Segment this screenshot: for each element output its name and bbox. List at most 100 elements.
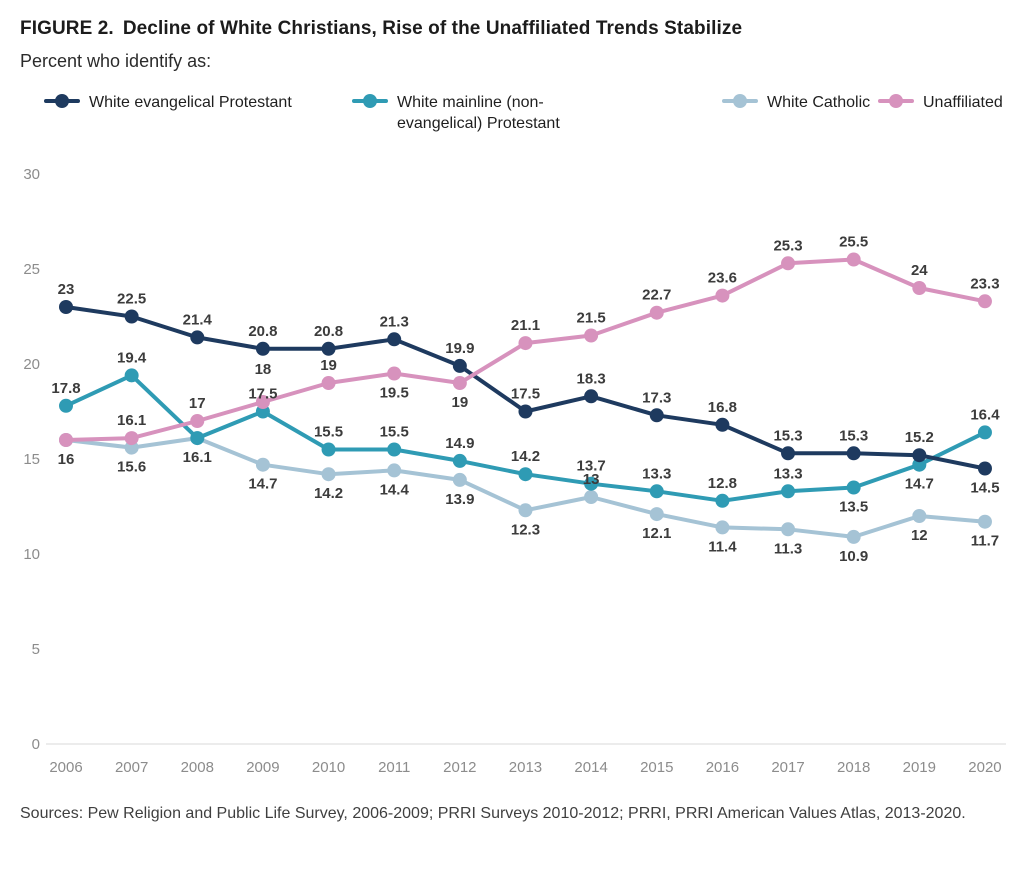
data-label: 18.3 — [577, 370, 606, 387]
data-label: 14.7 — [905, 476, 934, 493]
data-point — [321, 467, 336, 482]
x-axis-tick-label: 2009 — [246, 759, 279, 776]
legend-item-unaffiliated: Unaffiliated — [878, 92, 1003, 113]
data-label: 14.9 — [445, 435, 474, 452]
data-point — [452, 376, 467, 390]
data-point — [977, 425, 992, 440]
data-point — [584, 389, 599, 404]
data-label: 17.3 — [642, 389, 671, 406]
x-axis-tick-label: 2011 — [378, 759, 410, 776]
data-point — [518, 404, 533, 419]
data-point — [321, 341, 336, 356]
data-label: 17.5 — [248, 386, 277, 403]
data-point — [912, 509, 927, 523]
data-point — [452, 453, 467, 468]
y-axis-tick-label: 25 — [23, 261, 40, 278]
data-point — [387, 442, 402, 457]
data-label: 14.4 — [380, 481, 410, 498]
data-label: 15.3 — [839, 427, 868, 444]
y-axis-tick-label: 30 — [23, 166, 40, 183]
legend-item-white-catholic: White Catholic — [722, 92, 870, 113]
data-label: 12 — [911, 527, 928, 544]
data-label: 14.7 — [248, 476, 277, 493]
data-label: 16.1 — [183, 449, 212, 466]
source-note: Sources: Pew Religion and Public Life Su… — [20, 805, 966, 822]
data-label: 13.9 — [445, 491, 474, 508]
figure-title-text: Decline of White Christians, Rise of the… — [122, 18, 743, 39]
data-label: 17 — [189, 395, 206, 412]
data-point — [124, 309, 139, 324]
data-point — [59, 398, 73, 413]
legend-line-dot-marker — [352, 94, 388, 108]
figure-title: FIGURE 2. Decline of White Christians, Ri… — [20, 18, 1012, 40]
data-label: 13 — [583, 471, 600, 488]
data-point — [124, 368, 139, 383]
data-point — [912, 448, 927, 463]
data-point — [190, 414, 205, 428]
data-label: 24 — [911, 262, 928, 279]
x-axis-tick-label: 2013 — [509, 759, 542, 776]
legend-label: White evangelical Protestant — [89, 94, 292, 111]
data-point — [649, 408, 664, 423]
data-point — [518, 336, 533, 351]
data-point — [846, 252, 861, 267]
data-label: 15.2 — [905, 429, 934, 446]
y-axis-tick-label: 5 — [32, 641, 40, 658]
data-point — [387, 463, 402, 478]
data-point — [452, 358, 467, 373]
data-point — [124, 431, 139, 446]
data-point — [584, 476, 599, 491]
data-label: 11.4 — [708, 538, 737, 555]
data-label: 16.1 — [117, 412, 146, 429]
legend-item-white-evangelical-protestant: White evangelical Protestant — [44, 92, 292, 113]
data-label: 16.4 — [970, 406, 1000, 423]
data-point — [977, 461, 992, 476]
data-label: 14.2 — [511, 448, 540, 465]
legend-line-dot-marker — [44, 94, 80, 108]
data-label: 22.7 — [642, 287, 671, 304]
data-point — [518, 503, 533, 518]
data-point — [387, 332, 402, 347]
data-label: 15.6 — [117, 459, 146, 476]
chart-legend: White evangelical Protestant White mainli… — [0, 92, 1032, 144]
data-label: 13.3 — [773, 465, 802, 482]
y-axis-tick-label: 15 — [23, 451, 40, 468]
data-point — [781, 256, 796, 271]
legend-line-dot-marker — [878, 94, 914, 108]
data-point — [649, 507, 664, 522]
data-point — [321, 442, 336, 457]
data-point — [715, 288, 730, 303]
data-label: 19.4 — [117, 349, 147, 366]
x-axis-tick-label: 2014 — [574, 759, 607, 776]
data-label: 23 — [58, 281, 75, 298]
data-point — [846, 529, 861, 544]
data-label: 21.5 — [577, 310, 606, 327]
data-point — [255, 395, 270, 409]
data-label: 17.8 — [51, 380, 80, 397]
x-axis-tick-label: 2016 — [706, 759, 739, 776]
data-label: 20.8 — [248, 323, 277, 340]
data-label: 25.5 — [839, 234, 868, 251]
data-point — [715, 417, 730, 432]
data-label: 21.1 — [511, 317, 540, 334]
series-unaffiliated — [59, 252, 992, 447]
data-point — [846, 446, 861, 461]
data-label: 19 — [451, 394, 468, 411]
data-label: 21.3 — [380, 313, 409, 330]
legend-item-white-mainline-non-evangelical-protestant: White mainline (non-evangelical) Protest… — [352, 92, 587, 134]
data-label: 19 — [320, 357, 337, 374]
data-point — [190, 431, 205, 446]
y-axis-tick-label: 20 — [23, 356, 40, 373]
legend-label: Unaffiliated — [923, 94, 1003, 111]
data-label: 20.8 — [314, 323, 343, 340]
data-label: 12.1 — [642, 525, 671, 542]
data-label: 19.9 — [445, 340, 474, 357]
data-label: 23.3 — [970, 275, 999, 292]
x-axis-tick-label: 2008 — [181, 759, 214, 776]
data-label: 15.3 — [773, 427, 802, 444]
data-label: 17.5 — [511, 386, 540, 403]
data-point — [59, 300, 73, 314]
series-labels-white-mainline-non-evangelical-protestant: 17.8 19.4 16.1 17.5 15.5 15.5 14.9 14.2 13.7 13.3… — [51, 349, 1000, 515]
data-label: 13.5 — [839, 499, 868, 516]
series-labels-white-catholic: 15.6 14.7 14.2 14.4 13.9 12.3 13 12.1 11.4 11.3 10… — [117, 459, 999, 565]
